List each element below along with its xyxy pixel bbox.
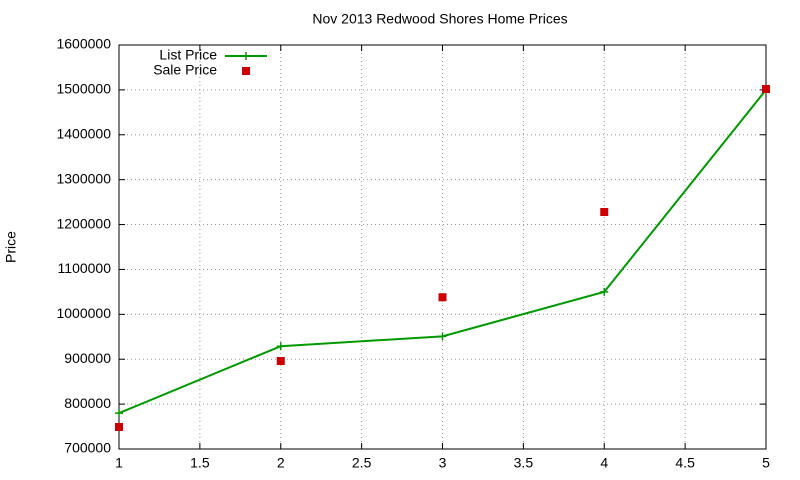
legend-marker (242, 67, 250, 75)
x-tick-label: 2.5 (352, 455, 372, 471)
x-tick-label: 3.5 (514, 455, 534, 471)
legend-label: List Price (159, 47, 217, 63)
y-tick-label: 800000 (64, 395, 111, 411)
data-point (438, 332, 447, 341)
x-tick-label: 2 (277, 455, 285, 471)
x-tick-label: 3 (439, 455, 447, 471)
data-point (115, 409, 123, 418)
data-point (115, 423, 123, 432)
y-tick-label: 700000 (64, 440, 111, 456)
y-tick-label: 1000000 (56, 305, 111, 321)
x-tick-label: 4 (600, 455, 608, 471)
y-tick-label: 1300000 (56, 170, 111, 186)
data-point (276, 342, 285, 351)
x-tick-label: 1.5 (190, 455, 210, 471)
series-line (118, 89, 767, 415)
y-tick-label: 1200000 (56, 215, 111, 231)
data-point (600, 207, 609, 216)
chart-title: Nov 2013 Redwood Shores Home Prices (312, 11, 567, 27)
plot-frame (118, 44, 767, 450)
y-tick-label: 1600000 (56, 36, 111, 52)
x-tick-label: 5 (762, 455, 770, 471)
legend-label: Sale Price (153, 62, 217, 78)
y-tick-label: 900000 (64, 350, 111, 366)
legend-marker (242, 52, 250, 60)
y-tick-label: 1500000 (56, 81, 111, 97)
y-tick-label: 1100000 (58, 260, 112, 276)
data-point (438, 293, 447, 302)
y-tick-label: 1400000 (56, 125, 111, 141)
x-tick-label: 1 (115, 455, 123, 471)
data-point (600, 287, 609, 296)
x-tick-label: 4.5 (675, 455, 695, 471)
data-point (276, 357, 285, 366)
data-point (762, 84, 770, 93)
y-axis-label: Price (3, 231, 19, 263)
